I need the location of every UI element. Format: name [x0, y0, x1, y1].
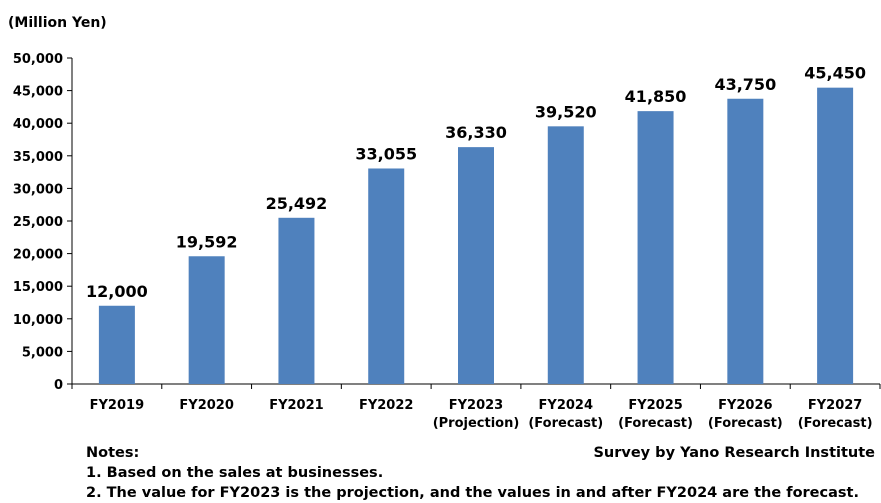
y-tick-label: 45,000: [13, 85, 63, 100]
x-category-label: (Forecast): [618, 416, 693, 431]
x-category-label: FY2020: [179, 398, 233, 413]
x-category-label: FY2026: [718, 398, 772, 413]
bar: [637, 111, 674, 384]
note-item-1: 1. Based on the sales at businesses.: [86, 465, 384, 481]
x-category-label: FY2025: [628, 398, 682, 413]
chart-canvas: (Million Yen) 0 5,000 10,000 15,000 20,000 25,…: [8, 15, 881, 431]
x-category-label: FY2027: [808, 398, 862, 413]
bar: [278, 217, 315, 384]
source-credit: Survey by Yano Research Institute: [593, 445, 875, 461]
x-category-label: FY2022: [359, 398, 413, 413]
bar-value-label: 25,492: [266, 194, 328, 213]
bar-value-label: 41,850: [625, 87, 687, 106]
y-tick-label: 5,000: [22, 345, 63, 360]
bar: [817, 87, 854, 384]
bar-value-label: 19,592: [176, 232, 238, 251]
x-category-label: FY2024: [539, 398, 593, 413]
x-category-label: (Forecast): [798, 416, 873, 431]
bar-value-label: 45,450: [804, 64, 866, 83]
bar: [547, 126, 584, 385]
bar: [727, 98, 764, 384]
y-tick-label: 25,000: [13, 215, 63, 230]
y-tick-label: 20,000: [13, 248, 63, 263]
note-item-2: 2. The value for FY2023 is the projectio…: [86, 485, 859, 501]
bar: [458, 147, 494, 384]
y-tick-label: 15,000: [13, 280, 63, 295]
bar-value-label: 36,330: [445, 123, 507, 142]
x-category-label: FY2021: [269, 398, 323, 413]
y-tick-label: 0: [54, 378, 63, 393]
y-tick-label: 30,000: [13, 182, 63, 197]
notes: Notes: 1. Based on the sales at business…: [86, 443, 859, 503]
y-axis-unit-label: (Million Yen): [8, 15, 107, 31]
y-tick-label: 35,000: [13, 150, 63, 165]
bar-value-label: 12,000: [86, 282, 148, 301]
bar: [188, 256, 225, 384]
x-category-label: FY2019: [90, 398, 144, 413]
notes-heading: Notes:: [86, 445, 140, 461]
bar: [368, 168, 405, 384]
x-category-label: (Forecast): [708, 416, 783, 431]
x-category-label: (Projection): [433, 416, 520, 431]
y-tick-label: 50,000: [13, 52, 63, 67]
y-tick-label: 10,000: [13, 313, 63, 328]
bar: [98, 305, 135, 384]
bar-value-label: 43,750: [714, 75, 776, 94]
bar-value-label: 39,520: [535, 102, 597, 121]
x-category-label: (Forecast): [528, 416, 603, 431]
y-tick-label: 40,000: [13, 117, 63, 132]
x-category-label: FY2023: [449, 398, 503, 413]
bar-value-label: 33,055: [355, 144, 417, 163]
